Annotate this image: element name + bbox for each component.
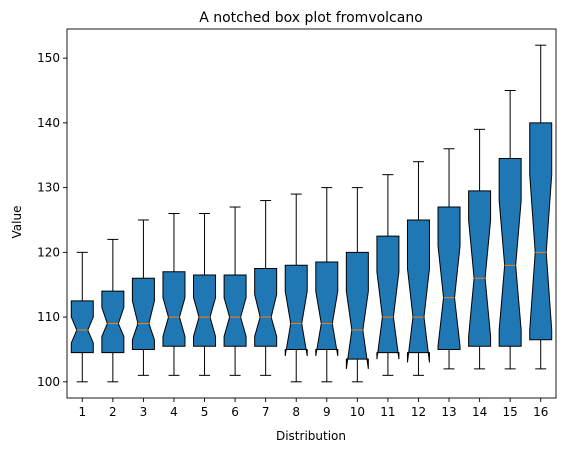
box-16 — [529, 44, 553, 370]
notched-box — [193, 274, 217, 347]
y-tick-label: 110 — [37, 310, 60, 324]
notched-box — [284, 264, 308, 357]
y-axis-label: Value — [10, 206, 24, 239]
box-2 — [101, 238, 125, 383]
box-8 — [284, 193, 308, 383]
x-tick-label: 8 — [292, 405, 300, 419]
box-15 — [498, 90, 522, 370]
box-7 — [254, 200, 278, 376]
x-tick-label: 10 — [350, 405, 365, 419]
x-tick-label: 7 — [262, 405, 270, 419]
box-1 — [70, 251, 94, 383]
x-tick-label: 15 — [503, 405, 518, 419]
notched-box — [70, 300, 94, 354]
box-13 — [437, 148, 461, 370]
notched-box — [345, 251, 369, 369]
notched-box — [437, 206, 461, 350]
y-tick-label: 150 — [37, 51, 60, 65]
y-tick-label: 120 — [37, 245, 60, 259]
notched-box — [254, 268, 278, 347]
y-axis: 100 110 120 130 140 150 — [37, 51, 67, 389]
box-5 — [193, 213, 217, 376]
box-4 — [162, 213, 186, 376]
x-tick-label: 2 — [109, 405, 117, 419]
box-12 — [406, 161, 430, 376]
notched-box — [315, 261, 339, 357]
notched-box — [529, 122, 553, 341]
box-10 — [345, 187, 369, 383]
x-tick-label: 13 — [441, 405, 456, 419]
x-axis: 1 2 3 4 5 6 7 8 9 10 11 12 13 14 15 16 — [78, 398, 548, 419]
x-axis-label: Distribution — [276, 429, 346, 443]
plot-area — [66, 28, 557, 399]
x-tick-label: 9 — [323, 405, 331, 419]
chart-title: A notched box plot fromvolcano — [199, 10, 423, 26]
notched-box — [101, 290, 125, 354]
box-6 — [223, 206, 247, 376]
y-tick-label: 130 — [37, 181, 60, 195]
x-tick-label: 4 — [170, 405, 178, 419]
box-11 — [376, 174, 400, 376]
y-tick-label: 140 — [37, 116, 60, 130]
notched-box — [223, 274, 247, 347]
box-9 — [315, 187, 339, 383]
x-tick-label: 1 — [78, 405, 86, 419]
notched-box — [406, 219, 430, 363]
axes-frame — [66, 28, 557, 399]
notched-box — [468, 190, 492, 347]
box-3 — [131, 219, 155, 376]
x-tick-label: 11 — [380, 405, 395, 419]
y-tick-label: 100 — [37, 375, 60, 389]
x-tick-label: 14 — [472, 405, 487, 419]
notched-box — [498, 157, 522, 347]
notched-box — [162, 271, 186, 347]
notched-box — [131, 277, 155, 350]
x-tick-label: 5 — [201, 405, 209, 419]
notched-box — [376, 235, 400, 360]
x-tick-label: 6 — [231, 405, 239, 419]
x-tick-label: 3 — [140, 405, 148, 419]
box-14 — [468, 128, 492, 370]
x-tick-label: 16 — [533, 405, 548, 419]
x-tick-label: 12 — [411, 405, 426, 419]
